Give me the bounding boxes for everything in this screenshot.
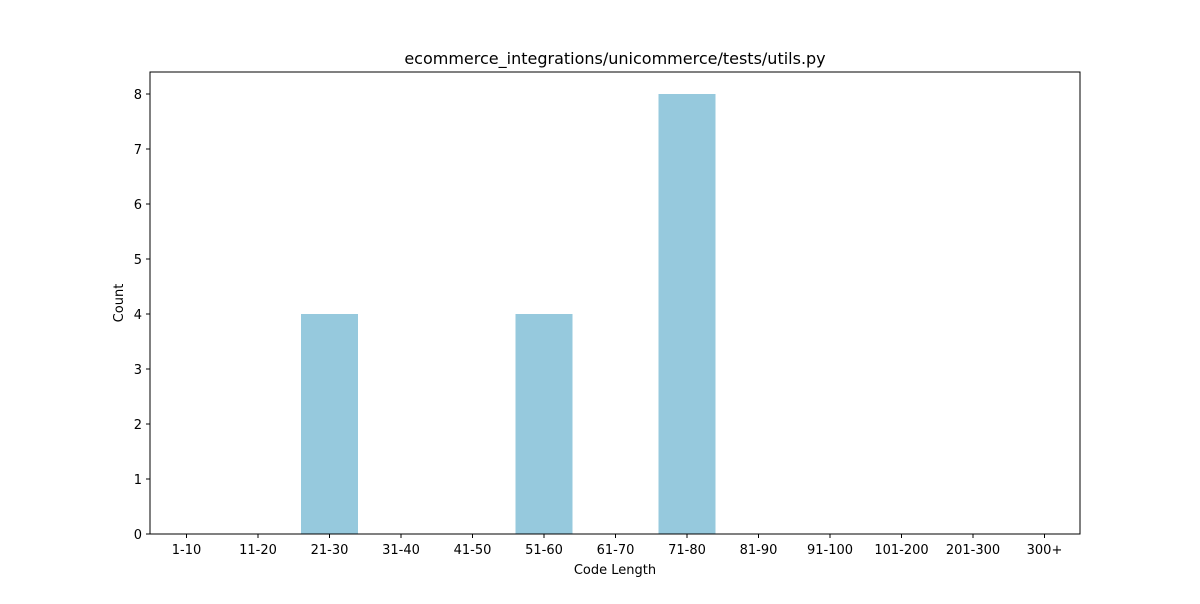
x-tick-label: 61-70 (597, 543, 635, 558)
x-axis-label: Code Length (574, 563, 656, 578)
y-tick-label: 5 (134, 253, 142, 268)
y-tick-label: 7 (134, 143, 142, 158)
x-tick-label: 81-90 (740, 543, 778, 558)
y-tick-label: 0 (134, 528, 142, 543)
x-tick-label: 1-10 (172, 543, 202, 558)
y-tick-label: 2 (134, 418, 142, 433)
x-tick-label: 101-200 (874, 543, 928, 558)
bar-71-80 (658, 94, 716, 534)
x-tick-label: 71-80 (668, 543, 706, 558)
bar-51-60 (515, 314, 573, 534)
x-tick-label: 51-60 (525, 543, 563, 558)
x-tick-label: 300+ (1027, 543, 1063, 558)
x-tick-label: 11-20 (239, 543, 277, 558)
x-axis: 1-10 11-20 21-30 31-40 41-50 51-60 61-70 71-80 8… (172, 534, 1063, 558)
y-tick-label: 3 (134, 363, 142, 378)
plot-frame (149, 71, 1081, 535)
y-axis: 0 1 2 3 4 5 6 7 8 (134, 88, 150, 543)
bars-group (301, 94, 716, 534)
x-tick-label: 31-40 (382, 543, 420, 558)
chart-title: ecommerce_integrations/unicommerce/tests… (404, 49, 825, 69)
x-tick-label: 91-100 (807, 543, 853, 558)
y-tick-label: 8 (134, 88, 142, 103)
x-tick-label: 41-50 (454, 543, 492, 558)
y-tick-label: 4 (134, 308, 142, 323)
bar-21-30 (301, 314, 358, 534)
y-axis-label: Count (112, 284, 127, 323)
y-tick-label: 6 (134, 198, 142, 213)
x-tick-label: 21-30 (311, 543, 349, 558)
x-tick-label: 201-300 (946, 543, 1000, 558)
y-tick-label: 1 (134, 473, 142, 488)
